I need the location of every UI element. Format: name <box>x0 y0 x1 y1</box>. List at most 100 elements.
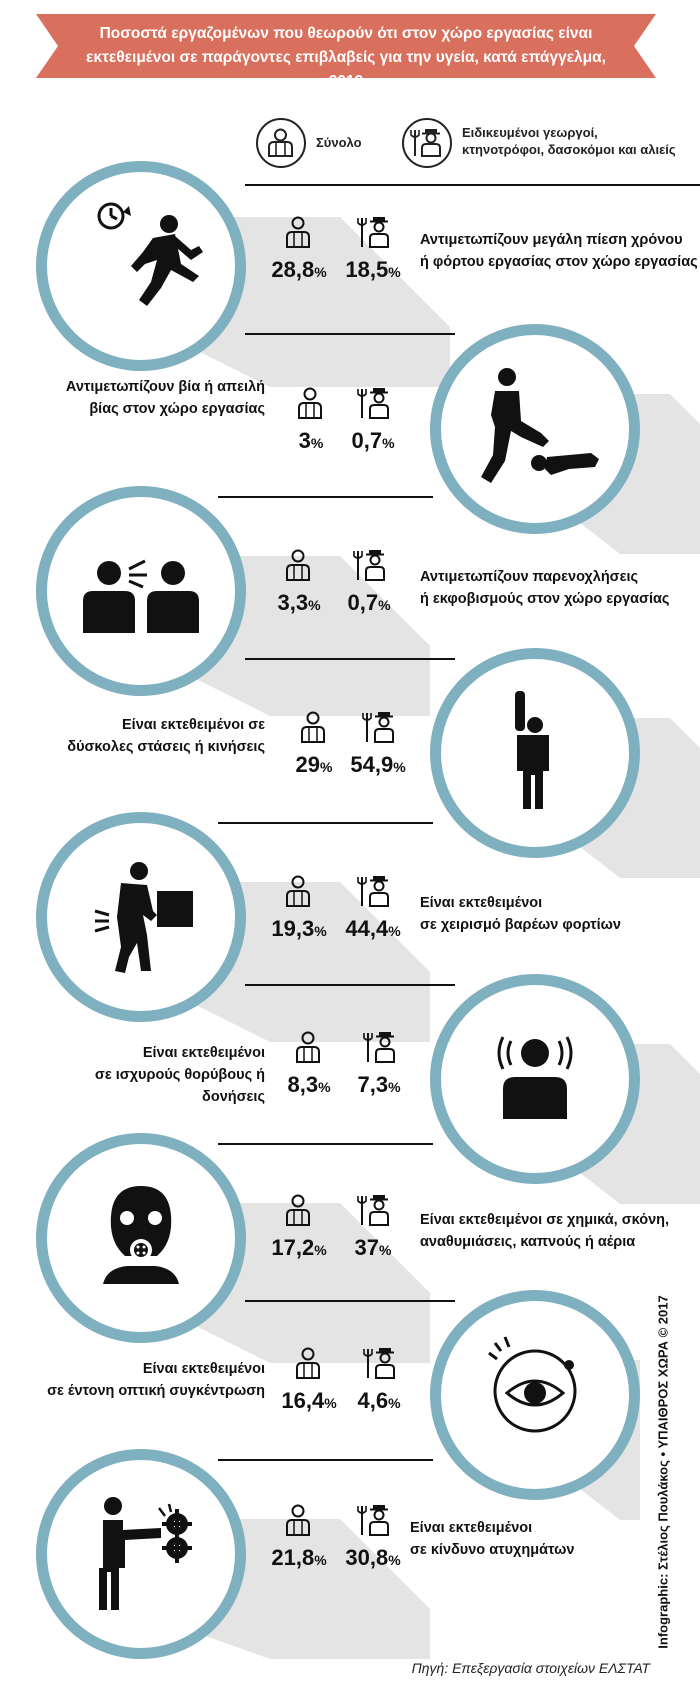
gas-mask-icon <box>103 1186 179 1284</box>
hazard-label: Είναι εκτεθειμένοι σε ισχυρούς θορύβους … <box>40 1042 265 1108</box>
hazard-label-line-2: δύσκολες στάσεις ή κινήσεις <box>67 739 265 755</box>
stat-farmers-value: 0,7% <box>347 590 391 615</box>
legend: Σύνολο Ειδικευμένοι γεωργοί, κτηνοτρόφοι… <box>0 112 700 172</box>
worker-icon <box>268 128 293 157</box>
stat-farmers-value: 0,7% <box>351 428 395 453</box>
stat-total: 8,3% <box>273 1030 345 1110</box>
worker-icon <box>301 711 325 743</box>
hazard-label-line-2: ή φόρτου εργασίας στον χώρο εργασίας <box>420 254 698 270</box>
stat-farmers: 37% <box>337 1193 409 1273</box>
hazard-label: Είναι εκτεθειμένοι σε χημικά, σκόνη, ανα… <box>420 1209 669 1253</box>
hazard-label: Είναι εκτεθειμένοι σε δύσκολες στάσεις ή… <box>40 714 265 758</box>
hazard-circle <box>430 1290 640 1500</box>
farmer-icon <box>357 217 389 248</box>
row-time-pressure: 28,8% 18,5% Αντιμετωπίζουν μεγάλη πίεση … <box>0 157 700 387</box>
stat-total: 16,4% <box>273 1346 345 1426</box>
row-posture: 29% 54,9% Είναι εκτεθειμένοι σε δύσκολες… <box>0 648 700 878</box>
stat-total-value: 3% <box>298 428 324 453</box>
row-noise: 8,3% 7,3% Είναι εκτεθειμένοι σε ισχυρούς… <box>0 974 700 1204</box>
legend-total-label: Σύνολο <box>316 135 362 150</box>
noise-icon <box>497 1036 573 1119</box>
hazard-label-line-2: σε χειρισμό βαρέων φορτίων <box>420 917 621 933</box>
legend-farmers-line-1: Ειδικευμένοι γεωργοί, <box>462 125 598 140</box>
worker-icon <box>286 216 310 248</box>
stat-farmers: 4,6% <box>343 1346 415 1426</box>
stat-total-value: 16,4% <box>281 1388 337 1413</box>
legend-farmers-line-2: κτηνοτρόφοι, δασοκόμοι και αλιείς <box>462 142 676 157</box>
row-divider <box>218 1459 433 1461</box>
row-divider <box>245 1300 455 1302</box>
hazard-label: Αντιμετωπίζουν μεγάλη πίεση χρόνου ή φόρ… <box>420 229 698 273</box>
farmer-icon <box>410 129 441 157</box>
hazard-label-line-2: σε ισχυρούς θορύβους ή δονήσεις <box>94 1067 265 1105</box>
harassment-icon <box>83 559 199 633</box>
stats-pair: 19,3% 44,4% <box>263 874 413 954</box>
hazard-label: Αντιμετωπίζουν βία ή απειλή βίας στον χώ… <box>40 376 265 420</box>
row-divider <box>245 333 455 335</box>
stat-farmers: 18,5% <box>337 215 409 295</box>
hazard-circle <box>36 161 246 371</box>
stat-total-value: 3,3% <box>277 590 321 615</box>
stat-total: 17,2% <box>263 1193 335 1273</box>
farmer-icon <box>357 1195 389 1226</box>
stats-pair: 8,3% 7,3% <box>273 1030 423 1110</box>
stat-total-value: 8,3% <box>287 1072 331 1097</box>
hazard-label: Είναι εκτεθειμένοι σε έντονη οπτική συγκ… <box>40 1358 265 1402</box>
row-divider <box>218 822 433 824</box>
farmer-icon <box>362 712 394 743</box>
hazard-label-line-2: σε έντονη οπτική συγκέντρωση <box>47 1383 265 1399</box>
farmer-icon <box>357 388 389 419</box>
hazard-circle <box>36 1449 246 1659</box>
stat-total: 28,8% <box>263 215 335 295</box>
hazard-label-line-1: Αντιμετωπίζουν μεγάλη πίεση χρόνου <box>420 232 683 248</box>
stat-farmers: 7,3% <box>343 1030 415 1110</box>
legend-farmers-label: Ειδικευμένοι γεωργοί, κτηνοτρόφοι, δασοκ… <box>462 124 676 158</box>
hazard-label-line-2: ή εκφοβισμούς στον χώρο εργασίας <box>420 591 670 607</box>
stat-farmers: 54,9% <box>342 710 414 790</box>
stat-farmers-value: 44,4% <box>345 916 401 941</box>
farmer-icon <box>357 876 389 907</box>
stats-pair: 29% 54,9% <box>278 710 428 790</box>
hazard-label-line-2: αναθυμιάσεις, καπνούς ή αέρια <box>420 1234 636 1250</box>
hazard-circle <box>36 486 246 696</box>
stats-pair: 17,2% 37% <box>263 1193 413 1273</box>
stat-farmers-value: 54,9% <box>350 752 406 777</box>
legend-divider <box>245 184 700 186</box>
stats-pair: 21,8% 30,8% <box>263 1503 413 1583</box>
farmer-icon <box>363 1348 395 1379</box>
hazard-label-line-1: Είναι εκτεθειμένοι <box>142 1361 265 1377</box>
stat-total-value: 19,3% <box>271 916 327 941</box>
stat-farmers-value: 4,6% <box>357 1388 401 1413</box>
credit-text: Infographic: Στέλιος Πουλάκος • ΥΠΑΙΘΡΟΣ… <box>655 1295 671 1649</box>
stat-farmers-value: 30,8% <box>345 1545 401 1570</box>
worker-icon <box>286 1504 310 1536</box>
title-line-2: εκτεθειμένοι σε παράγοντες επιβλαβείς γι… <box>86 49 606 90</box>
row-divider <box>218 496 433 498</box>
stats-pair: 28,8% 18,5% <box>263 215 413 295</box>
stat-total-value: 29% <box>295 752 333 777</box>
legend-farmers-circle <box>402 118 452 168</box>
hazard-label: Είναι εκτεθειμένοι σε κίνδυνο ατυχημάτων <box>410 1517 574 1561</box>
row-violence: 3% 0,7% Αντιμετωπίζουν βία ή απειλή βίας… <box>0 324 700 554</box>
stat-total-value: 17,2% <box>271 1235 327 1260</box>
heavy-load-icon <box>94 862 193 973</box>
stats-pair: 16,4% 4,6% <box>273 1346 423 1426</box>
hazard-label-line-1: Αντιμετωπίζουν παρενοχλήσεις <box>420 569 639 585</box>
hazard-label-line-1: Είναι εκτεθειμένοι σε <box>122 717 265 733</box>
source-note: Πηγή: Επεξεργασία στοιχείων ΕΛΣΤΑΤ <box>411 1660 650 1676</box>
hazard-circle <box>36 1133 246 1343</box>
worker-icon <box>298 387 322 419</box>
hazard-label-line-1: Αντιμετωπίζουν βία ή απειλή <box>65 379 265 395</box>
hazard-label: Αντιμετωπίζουν παρενοχλήσεις ή εκφοβισμο… <box>420 566 669 610</box>
stat-farmers: 0,7% <box>337 386 409 466</box>
hazard-label: Είναι εκτεθειμένοι σε χειρισμό βαρέων φο… <box>420 892 621 936</box>
hazard-label-line-1: Είναι εκτεθειμένοι <box>420 895 543 911</box>
row-divider <box>245 984 455 986</box>
legend-total-circle <box>256 118 306 168</box>
hazard-label-line-1: Είναι εκτεθειμένοι σε χημικά, σκόνη, <box>420 1212 670 1228</box>
stat-farmers-value: 7,3% <box>357 1072 401 1097</box>
time-pressure-icon <box>97 202 203 306</box>
row-chemicals: 17,2% 37% Είναι εκτεθειμένοι σε χημικά, … <box>0 1133 700 1363</box>
stat-total: 3,3% <box>263 548 335 628</box>
